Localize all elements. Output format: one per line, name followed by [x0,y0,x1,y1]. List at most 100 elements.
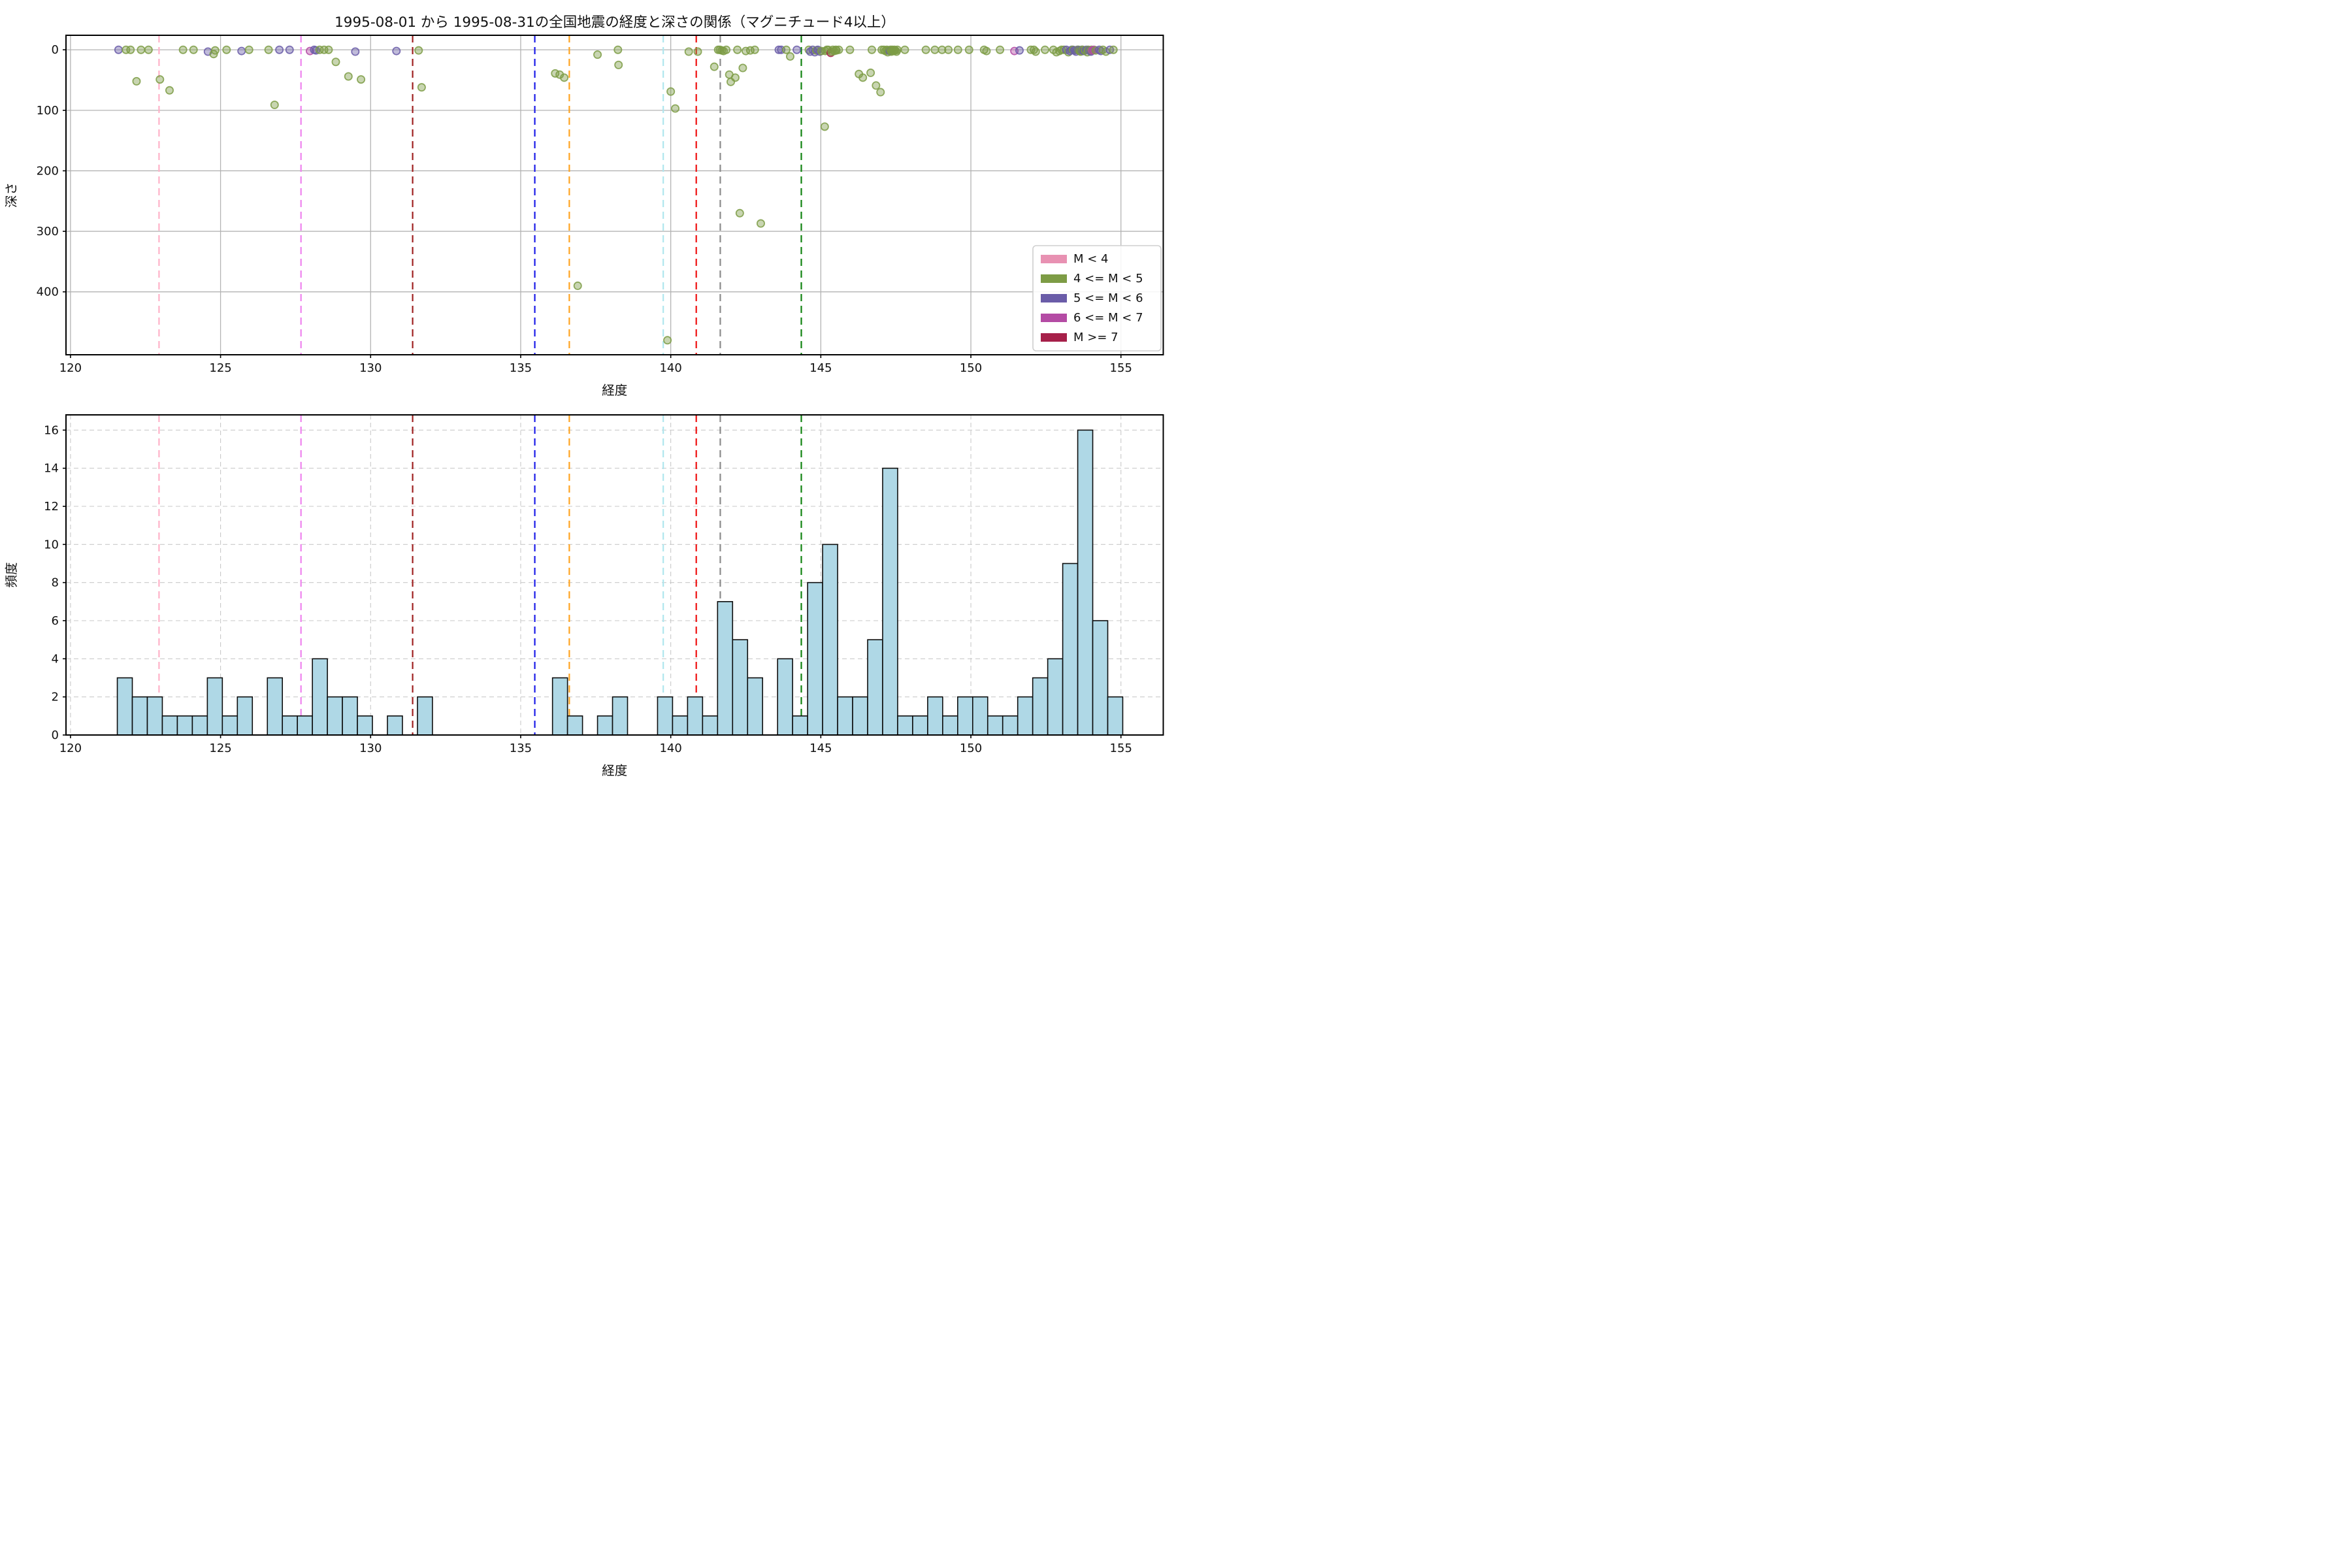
histogram-bar [297,715,313,736]
earthquake-point [820,122,829,131]
legend-label: 5 <= M < 6 [1073,291,1143,305]
earthquake-point [417,83,426,92]
earthquake-point [126,45,135,54]
histogram-bar [357,715,373,736]
earthquake-point [560,73,569,82]
svg-text:400: 400 [37,286,59,299]
scatter-points [114,45,1118,345]
earthquake-point [872,81,881,90]
earthquake-point [114,45,123,54]
svg-text:140: 140 [659,742,681,755]
earthquake-point [351,47,360,56]
legend-label: 4 <= M < 5 [1073,272,1143,286]
earthquake-point [237,46,246,56]
earthquake-point [756,219,765,228]
scatter-plot: 120 125 130 135 140 145 150 155 0 100 200 300 400 経度 深… [4,35,1164,398]
histogram-plot: 120 125 130 135 140 145 150 155 0 2 4 6 8 10 12 14 16 経度 頻… [4,414,1164,778]
histogram-bar [1017,696,1034,736]
svg-text:4: 4 [52,652,59,666]
histogram-bar [1032,677,1049,736]
earthquake-point [285,45,294,54]
histogram-bar [206,677,223,736]
histogram-bar [897,715,913,736]
svg-text:12: 12 [44,500,59,514]
histogram-bar [807,581,823,736]
earthquake-point [324,45,333,54]
earthquake-point [132,76,141,86]
earthquake-point [1109,45,1118,54]
histogram-bar [1077,429,1094,736]
histogram-bar [551,677,568,736]
earthquake-point [137,45,146,54]
axes-spines [65,414,1164,736]
grid-lines [66,415,1164,736]
grid-lines [66,35,1164,355]
svg-text:125: 125 [209,742,231,755]
histogram-bar [927,696,943,736]
earthquake-point [876,88,885,97]
histogram-bar [131,696,148,736]
histogram-bar [116,677,133,736]
reference-vlines [158,35,802,355]
earthquake-point [710,62,719,71]
histogram-bar [837,696,853,736]
svg-text:135: 135 [510,742,532,755]
earthquake-point [834,45,843,54]
earthquake-point [573,281,582,290]
svg-text:155: 155 [1110,742,1132,755]
legend-label: 6 <= M < 7 [1073,311,1143,325]
earthquake-point [344,72,353,81]
earthquake-point [900,45,909,54]
histogram-bar [867,639,883,736]
earthquake-point [275,45,284,54]
earthquake-point [264,45,273,54]
earthquake-point [845,45,855,54]
histogram-bar [1002,715,1019,736]
histogram-bar [191,715,208,736]
svg-text:120: 120 [59,742,82,755]
earthquake-point [866,68,875,77]
earthquake-point [858,73,868,82]
earthquake-point [730,73,740,82]
histogram-bar [566,715,583,736]
histogram-bar [1092,620,1109,736]
svg-text:125: 125 [209,361,231,375]
legend-box [1032,245,1162,351]
axis-labels: 経度 頻度 [4,562,627,778]
axis-labels: 経度 深さ [4,182,627,398]
histogram-bar [657,696,674,736]
svg-text:300: 300 [37,225,59,238]
histogram-bar [312,658,328,736]
histogram-bar [852,696,868,736]
figure: 1995-08-01 から 1995-08-31の全国地震の経度と深さの関係（マ… [0,0,1176,784]
legend-swatch [1041,294,1067,302]
earthquake-point [1015,46,1024,55]
earthquake-point [792,45,802,54]
svg-text:2: 2 [52,691,59,704]
earthquake-point [666,87,676,96]
histogram-bar [972,696,988,736]
histogram-bar [596,715,613,736]
earthquake-point [921,45,930,54]
legend-label: M < 4 [1073,252,1109,266]
svg-text:6: 6 [52,614,59,628]
histogram-bar [176,715,193,736]
earthquake-point [178,45,188,54]
legend: M < 4 4 <= M < 5 5 <= M < 6 6 <= M < 7 M >= … [1032,245,1162,351]
earthquake-point [244,45,253,54]
histogram-bar [702,715,719,736]
x-axis-label: 経度 [602,763,627,778]
earthquake-point [782,45,791,54]
earthquake-point [222,45,231,54]
svg-text:14: 14 [44,462,59,476]
earthquake-point [613,45,623,54]
histogram-bar [672,715,689,736]
earthquake-point [982,46,991,56]
histogram-bar [687,696,704,736]
earthquake-point [733,45,742,54]
svg-text:130: 130 [359,361,382,375]
earthquake-point [735,208,744,218]
earthquake-point [392,46,401,56]
legend-swatch [1041,274,1067,283]
earthquake-point [867,45,876,54]
